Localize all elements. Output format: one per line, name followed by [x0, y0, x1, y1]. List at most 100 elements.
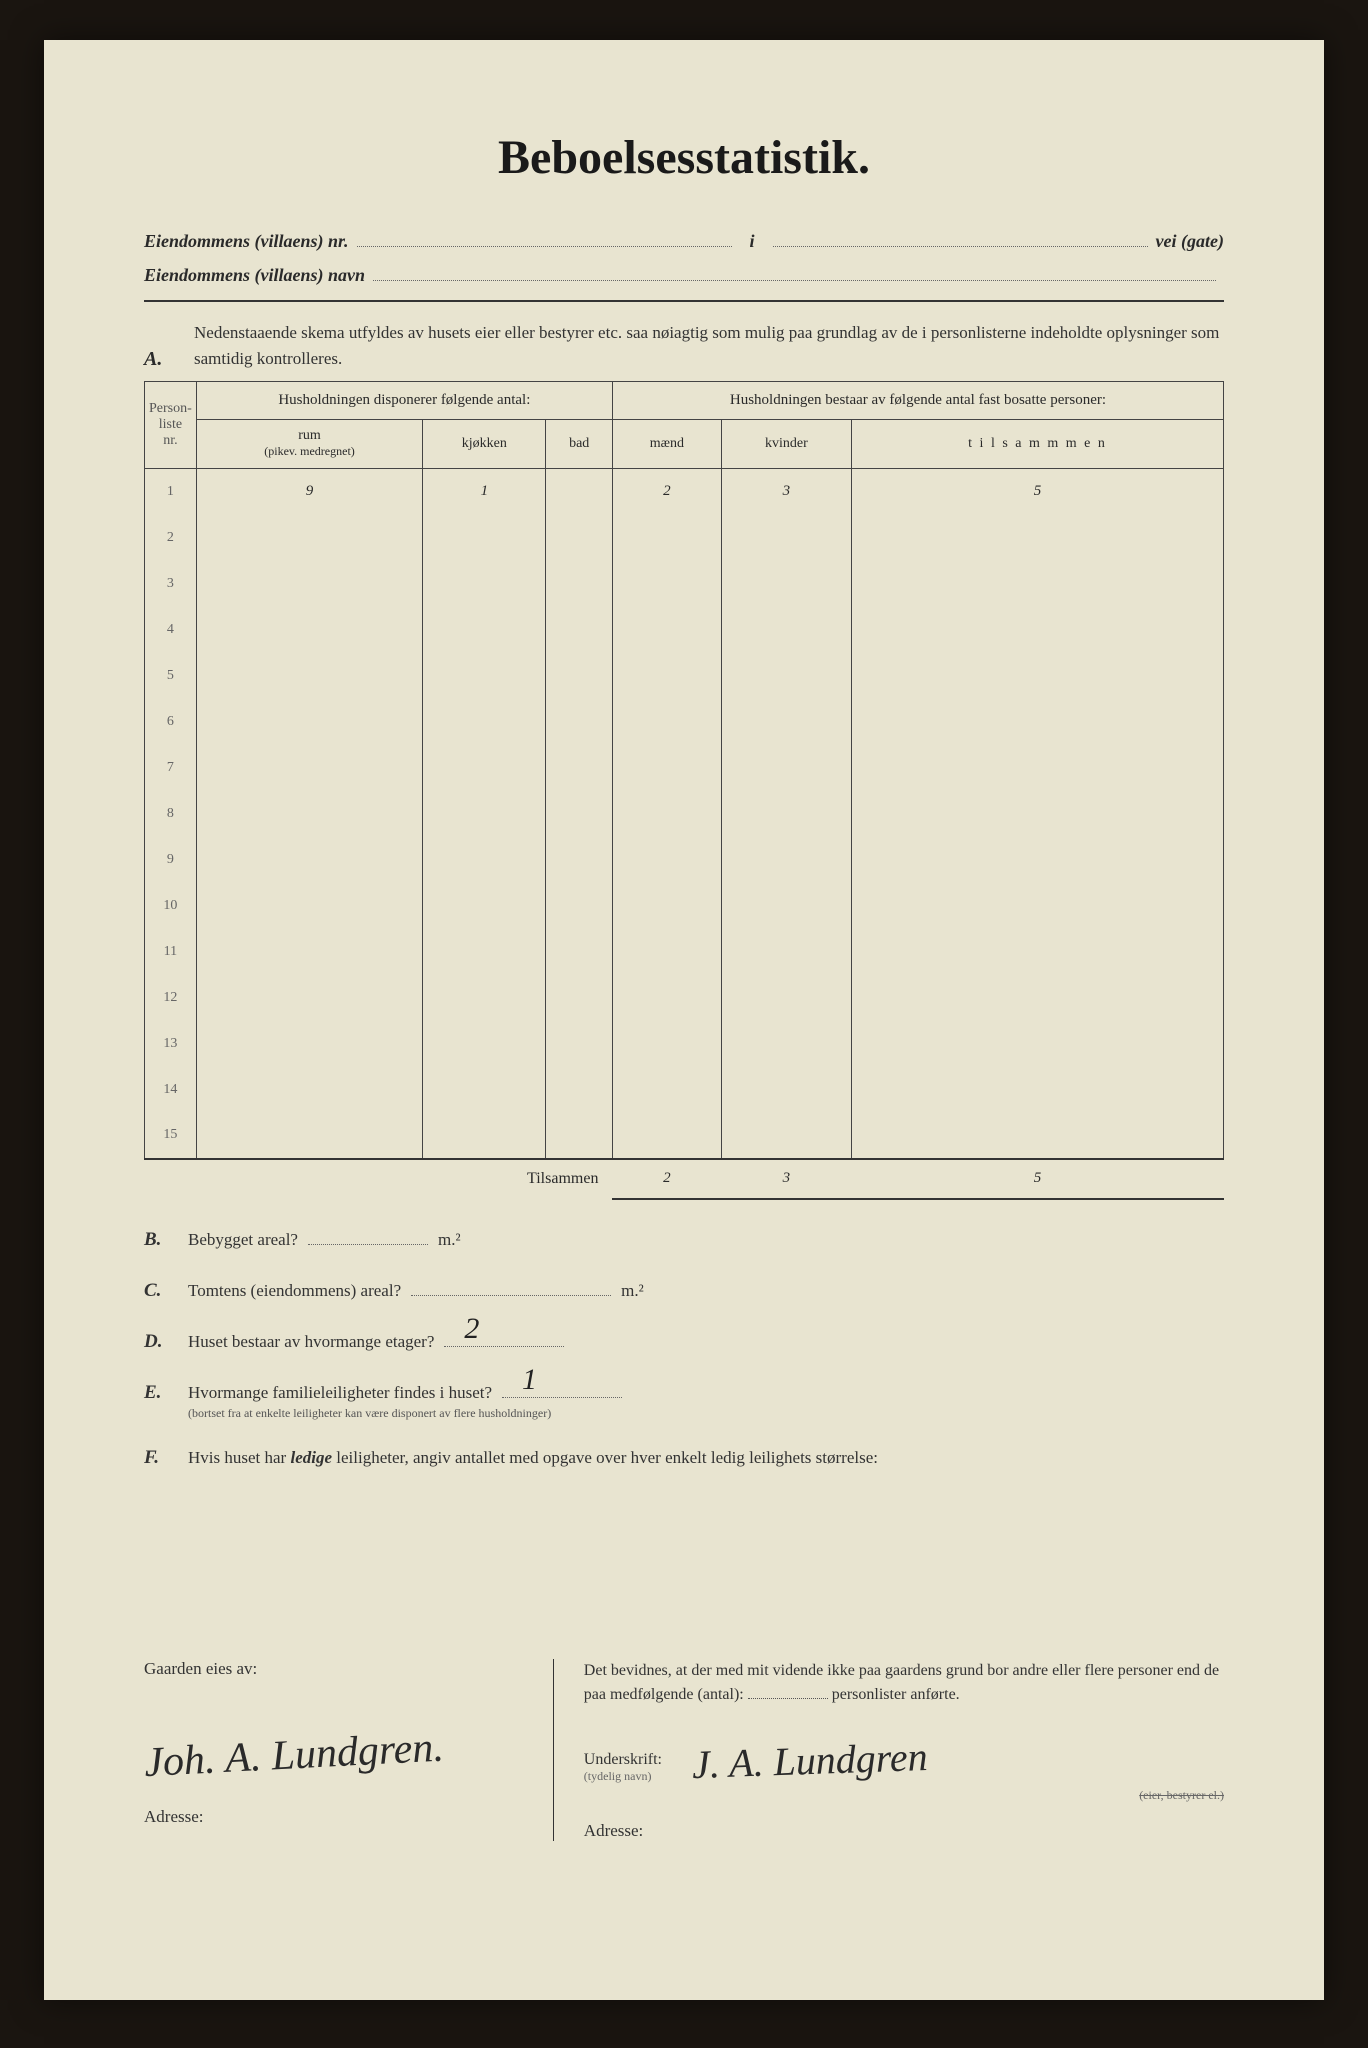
cell-kvinder — [721, 1067, 851, 1113]
cell-kjokken — [423, 929, 546, 975]
cell-tilsammen — [852, 745, 1224, 791]
cell-kjokken — [423, 837, 546, 883]
cell-rum — [196, 1113, 422, 1159]
cell-rum — [196, 929, 422, 975]
footer-right: Det bevidnes, at der med mit vidende ikk… — [553, 1659, 1224, 1841]
q-e-answer: 1 — [522, 1363, 537, 1397]
cell-rum: 9 — [196, 469, 422, 515]
cell-bad — [546, 1113, 613, 1159]
row-number: 10 — [145, 883, 197, 929]
underskrift-label: Underskrift: — [584, 1751, 662, 1769]
cell-kvinder — [721, 745, 851, 791]
cell-tilsammen — [852, 561, 1224, 607]
cell-bad — [546, 745, 613, 791]
cell-tilsammen — [852, 515, 1224, 561]
role-label: (eier, bestyrer el.) — [584, 1788, 1224, 1803]
cell-rum — [196, 607, 422, 653]
q-b-letter: B. — [144, 1229, 188, 1251]
q-c-fill — [411, 1279, 611, 1296]
row-number: 2 — [145, 515, 197, 561]
table-row: 12 — [145, 975, 1224, 1021]
col-group-right: Husholdningen bestaar av følgende antal … — [612, 382, 1223, 420]
cell-kjokken — [423, 653, 546, 699]
cell-kvinder — [721, 791, 851, 837]
col-tilsammen: t i l s a m m m e n — [852, 420, 1224, 469]
cell-maend: 2 — [612, 469, 721, 515]
q-d-fill: 2 — [444, 1330, 564, 1347]
owner-title: Gaarden eies av: — [144, 1659, 533, 1679]
cell-tilsammen — [852, 883, 1224, 929]
row-number: 7 — [145, 745, 197, 791]
question-c: C. Tomtens (eiendommens) areal? m.² — [144, 1279, 1224, 1302]
row-number: 15 — [145, 1113, 197, 1159]
property-number-value: i — [740, 231, 765, 252]
table-row: 191235 — [145, 469, 1224, 515]
cell-kvinder — [721, 975, 851, 1021]
cell-kvinder — [721, 515, 851, 561]
cell-kjokken — [423, 883, 546, 929]
table-body: 19123523456789101112131415 — [145, 469, 1224, 1159]
owner-adresse-label: Adresse: — [144, 1807, 533, 1827]
row-number: 1 — [145, 469, 197, 515]
row-number: 9 — [145, 837, 197, 883]
header-line-2: Eiendommens (villaens) navn — [144, 260, 1224, 287]
cell-kvinder — [721, 607, 851, 653]
cell-bad — [546, 607, 613, 653]
cell-tilsammen — [852, 791, 1224, 837]
cell-maend — [612, 515, 721, 561]
col-group-left: Husholdningen disponerer følgende antal: — [196, 382, 612, 420]
row-number: 5 — [145, 653, 197, 699]
cell-rum — [196, 1021, 422, 1067]
cell-kvinder — [721, 929, 851, 975]
q-b-text: Bebygget areal? — [188, 1230, 298, 1250]
cell-kvinder — [721, 699, 851, 745]
col-personliste: Person- liste nr. — [145, 382, 197, 469]
cell-bad — [546, 883, 613, 929]
cell-kvinder: 3 — [721, 469, 851, 515]
col-kjokken: kjøkken — [423, 420, 546, 469]
household-table: Person- liste nr. Husholdningen disponer… — [144, 381, 1224, 1200]
question-b: B. Bebygget areal? m.² — [144, 1228, 1224, 1251]
street-suffix: vei (gate) — [1156, 231, 1224, 252]
q-d-answer: 2 — [464, 1312, 479, 1346]
cell-maend — [612, 653, 721, 699]
table-row: 13 — [145, 1021, 1224, 1067]
q-c-suffix: m.² — [621, 1281, 644, 1301]
footer: Gaarden eies av: Joh. A. Lundgren. Adres… — [144, 1659, 1224, 1841]
cell-kvinder — [721, 561, 851, 607]
question-e: E. Hvormange familieleiligheter findes i… — [144, 1381, 1224, 1404]
col-maend: mænd — [612, 420, 721, 469]
property-number-fill2 — [773, 225, 1148, 247]
row-number: 13 — [145, 1021, 197, 1067]
row-number: 6 — [145, 699, 197, 745]
cell-tilsammen — [852, 837, 1224, 883]
cell-bad — [546, 561, 613, 607]
question-f: F. Hvis huset har ledige leiligheter, an… — [144, 1447, 1224, 1469]
property-number-fill — [357, 225, 732, 247]
property-name-label: Eiendommens (villaens) navn — [144, 265, 365, 286]
page-title: Beboelsesstatistik. — [144, 130, 1224, 185]
table-row: 10 — [145, 883, 1224, 929]
table-row: 9 — [145, 837, 1224, 883]
cell-bad — [546, 699, 613, 745]
cell-kjokken — [423, 975, 546, 1021]
table-row: 6 — [145, 699, 1224, 745]
certification-text: Det bevidnes, at der med mit vidende ikk… — [584, 1659, 1224, 1707]
q-d-text: Huset bestaar av hvormange etager? — [188, 1332, 434, 1352]
q-e-text: Hvormange familieleiligheter findes i hu… — [188, 1383, 492, 1403]
cell-maend — [612, 929, 721, 975]
row-number: 8 — [145, 791, 197, 837]
q-f-letter: F. — [144, 1447, 188, 1469]
table-row: 11 — [145, 929, 1224, 975]
underskrift-sub: (tydelig navn) — [584, 1769, 662, 1784]
col-kvinder: kvinder — [721, 420, 851, 469]
table-row: 15 — [145, 1113, 1224, 1159]
cell-bad — [546, 515, 613, 561]
cell-maend — [612, 699, 721, 745]
cell-bad — [546, 469, 613, 515]
q-b-fill — [308, 1228, 428, 1245]
col-bad: bad — [546, 420, 613, 469]
cell-rum — [196, 837, 422, 883]
cell-bad — [546, 929, 613, 975]
q-e-sub: (bortset fra at enkelte leiligheter kan … — [188, 1406, 1224, 1422]
